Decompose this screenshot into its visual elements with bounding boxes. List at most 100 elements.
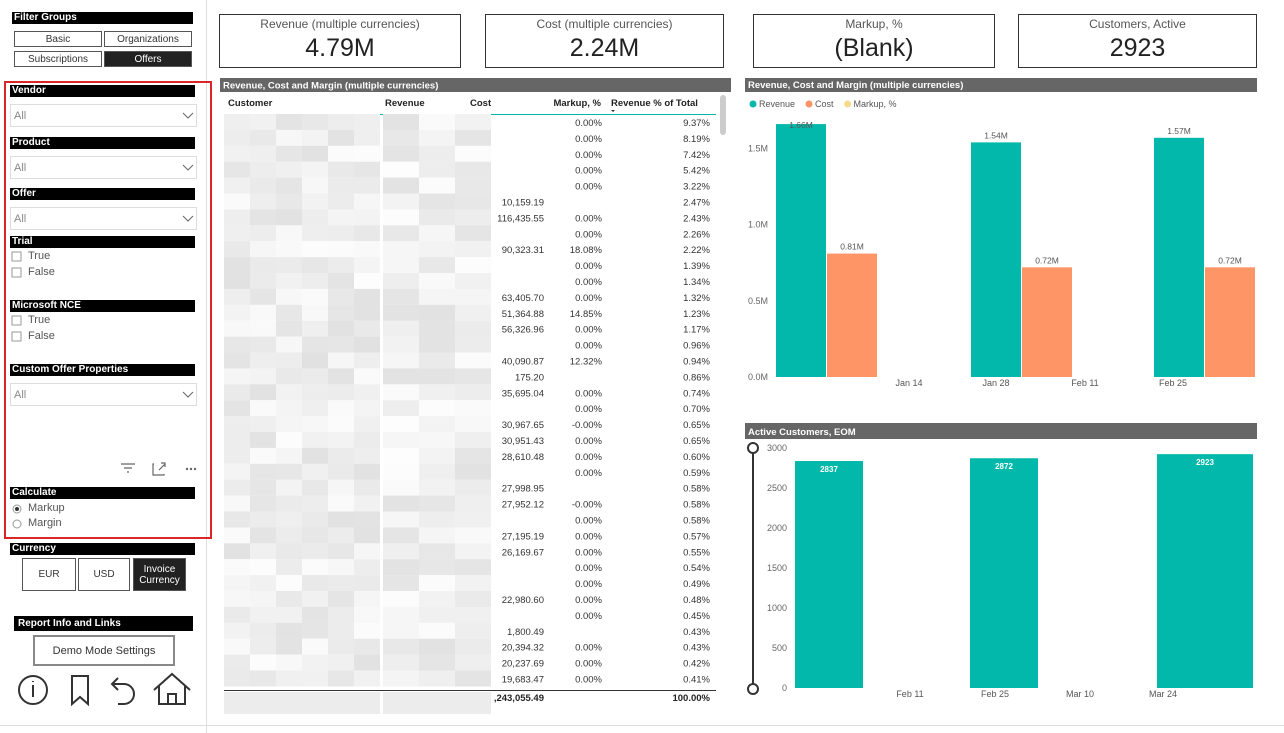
currency-button[interactable]: Invoice Currency bbox=[133, 558, 186, 591]
radio[interactable] bbox=[12, 519, 22, 529]
section-header: Offer bbox=[10, 188, 195, 200]
blurred-cell bbox=[383, 479, 419, 496]
section-header: Calculate bbox=[10, 487, 195, 499]
bookmark-icon[interactable] bbox=[71, 675, 89, 707]
blurred-cell bbox=[250, 606, 276, 623]
y-tick-label: 1.0M bbox=[748, 220, 768, 230]
blurred-cell bbox=[383, 670, 419, 687]
dropdown[interactable]: All bbox=[10, 207, 197, 230]
value-label: 2923 bbox=[1196, 458, 1214, 467]
column-header: Customer bbox=[228, 98, 273, 109]
group-button[interactable]: Offers bbox=[104, 51, 192, 67]
table-cell: 19,683.47 bbox=[502, 675, 544, 686]
focus-icon[interactable] bbox=[152, 462, 166, 476]
back-icon[interactable] bbox=[110, 677, 135, 705]
blurred-cell bbox=[276, 463, 302, 480]
blurred-cell bbox=[224, 145, 250, 162]
info-icon[interactable] bbox=[18, 675, 48, 705]
demo-button[interactable]: Demo Mode Settings bbox=[33, 635, 175, 666]
dropdown[interactable]: All bbox=[10, 104, 197, 127]
table-cell: 1,800.49 bbox=[507, 627, 544, 638]
blurred-cell bbox=[276, 400, 302, 417]
blurred-cell bbox=[354, 241, 380, 258]
checkbox[interactable] bbox=[11, 251, 22, 262]
blurred-cell bbox=[383, 543, 419, 560]
currency-button[interactable]: EUR bbox=[22, 558, 76, 591]
table-cell: 2.22% bbox=[683, 245, 710, 256]
blurred-cell bbox=[276, 352, 302, 369]
blurred-cell bbox=[328, 241, 354, 258]
dropdown[interactable]: All bbox=[10, 383, 197, 406]
checkbox[interactable] bbox=[11, 331, 22, 342]
blurred-cell bbox=[328, 432, 354, 448]
blurred-cell bbox=[224, 225, 250, 242]
blurred-cell bbox=[224, 320, 250, 337]
table-cell: 0.00% bbox=[575, 229, 602, 240]
blurred-cell bbox=[328, 416, 354, 433]
blurred-cell bbox=[328, 447, 354, 464]
blurred-cell bbox=[250, 495, 276, 512]
checkbox[interactable] bbox=[11, 315, 22, 326]
table-cell: 0.00% bbox=[575, 166, 602, 177]
blurred-cell bbox=[328, 304, 354, 321]
group-button[interactable]: Basic bbox=[14, 31, 102, 47]
filter-icon[interactable] bbox=[121, 463, 135, 473]
blurred-cell bbox=[383, 288, 419, 305]
table-cell: 30,951.43 bbox=[502, 436, 544, 447]
table-cell: 0.86% bbox=[683, 372, 710, 383]
blurred-cell bbox=[250, 241, 276, 258]
blurred-cell bbox=[224, 193, 250, 210]
dropdown[interactable]: All bbox=[10, 156, 197, 179]
blurred-cell bbox=[302, 320, 328, 337]
blurred-cell bbox=[383, 654, 419, 671]
blurred-cell bbox=[224, 495, 250, 512]
section-header: Report Info and Links bbox=[14, 616, 193, 631]
blurred-cell bbox=[383, 384, 419, 401]
blurred-cell bbox=[302, 225, 328, 242]
blurred-cell bbox=[328, 288, 354, 305]
blurred-cell bbox=[383, 591, 419, 607]
blurred-cell bbox=[455, 384, 491, 401]
blurred-cell bbox=[419, 463, 455, 480]
blurred-cell bbox=[455, 241, 491, 258]
blurred-cell bbox=[354, 129, 380, 146]
table-cell: 0.00% bbox=[575, 659, 602, 670]
scrollbar[interactable] bbox=[720, 95, 726, 135]
checkbox[interactable] bbox=[11, 267, 22, 278]
blurred-cell bbox=[250, 416, 276, 433]
slider-handle[interactable] bbox=[747, 442, 759, 454]
bar bbox=[1205, 267, 1255, 377]
blurred-cell bbox=[250, 543, 276, 560]
table-cell: 175.20 bbox=[515, 372, 544, 383]
blurred-cell bbox=[354, 638, 380, 655]
blurred-cell bbox=[354, 273, 380, 289]
blurred-cell bbox=[354, 209, 380, 226]
currency-button[interactable]: USD bbox=[78, 558, 130, 591]
blurred-cell bbox=[224, 304, 250, 321]
visual-icons bbox=[121, 462, 166, 476]
blurred-cell bbox=[354, 352, 380, 369]
blurred-cell bbox=[419, 559, 455, 576]
blurred-cell bbox=[455, 416, 491, 433]
blurred-cell bbox=[250, 575, 276, 592]
bar bbox=[1157, 454, 1253, 688]
blurred-cell bbox=[302, 129, 328, 146]
blurred-cell bbox=[328, 336, 354, 353]
blurred-cell bbox=[419, 145, 455, 162]
slider-handle[interactable] bbox=[747, 683, 759, 695]
group-button[interactable]: Organizations bbox=[104, 31, 192, 47]
blurred-cell bbox=[224, 129, 250, 146]
value-label: 0.81M bbox=[840, 242, 864, 252]
blurred-cell bbox=[250, 432, 276, 448]
value-label: 0.72M bbox=[1218, 255, 1242, 265]
more-icon[interactable] bbox=[185, 467, 197, 471]
blurred-cell bbox=[383, 692, 419, 714]
group-button[interactable]: Subscriptions bbox=[14, 51, 102, 67]
table-cell: 7.42% bbox=[683, 150, 710, 161]
home-icon[interactable] bbox=[153, 672, 191, 705]
blurred-cell bbox=[250, 257, 276, 274]
legend-label: Markup, % bbox=[854, 99, 897, 109]
table-cell: 27,952.12 bbox=[502, 500, 544, 511]
dropdown-chevron bbox=[182, 112, 194, 119]
blurred-cell bbox=[383, 447, 419, 464]
